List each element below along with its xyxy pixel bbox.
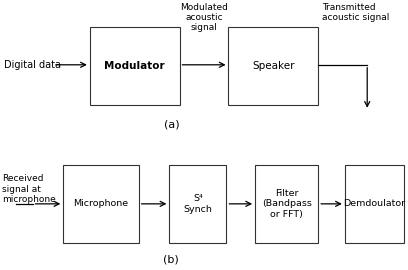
Text: Demdoulator: Demdoulator <box>343 199 406 208</box>
Text: (b): (b) <box>164 255 179 265</box>
FancyBboxPatch shape <box>345 165 404 243</box>
Text: S⁴
Synch: S⁴ Synch <box>184 194 212 214</box>
Text: Microphone: Microphone <box>73 199 129 208</box>
Text: Filter
(Bandpass
or FFT): Filter (Bandpass or FFT) <box>262 189 312 219</box>
Text: Transmitted
acoustic signal: Transmitted acoustic signal <box>322 3 390 22</box>
FancyBboxPatch shape <box>169 165 226 243</box>
Text: (a): (a) <box>164 120 179 130</box>
Text: Digital data: Digital data <box>4 60 61 70</box>
FancyBboxPatch shape <box>255 165 318 243</box>
FancyBboxPatch shape <box>63 165 139 243</box>
Text: Received
signal at
microphone: Received signal at microphone <box>2 174 56 204</box>
Text: Modulated
acoustic
signal: Modulated acoustic signal <box>180 3 228 32</box>
FancyBboxPatch shape <box>90 27 180 105</box>
Text: Speaker: Speaker <box>252 61 295 71</box>
Text: Modulator: Modulator <box>104 61 165 71</box>
FancyBboxPatch shape <box>228 27 318 105</box>
